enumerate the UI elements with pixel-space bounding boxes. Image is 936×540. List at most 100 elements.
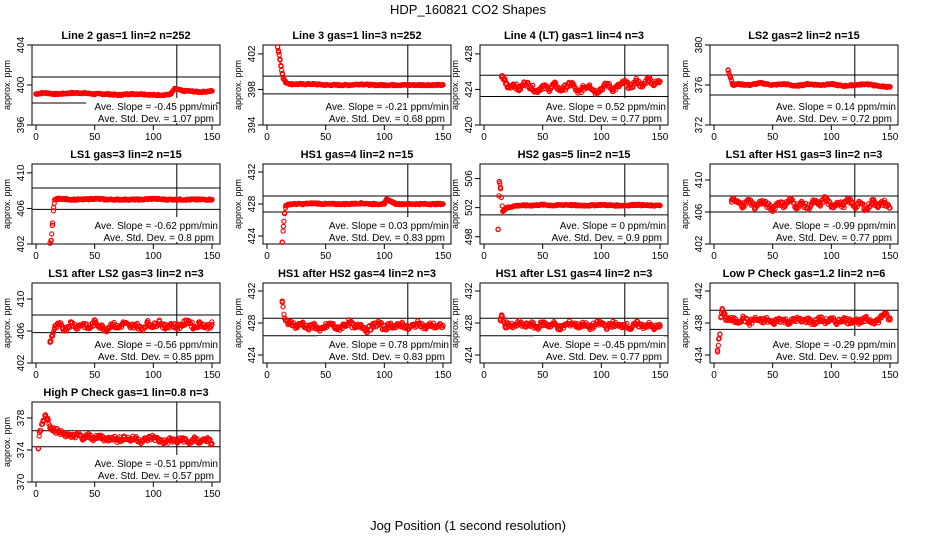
std-dev-annotation: Ave. Std. Dev. = 0.77 ppm xyxy=(546,352,662,363)
chart-panel: High P Check gas=1 lin=0.8 n=3 0 50 100 150 3… xyxy=(2,387,221,500)
x-tick-label: 0 xyxy=(264,251,270,262)
data-point xyxy=(502,76,508,82)
data-point xyxy=(280,304,286,310)
y-axis-label: approx. ppm xyxy=(680,60,690,110)
x-tick-label: 150 xyxy=(435,132,452,143)
data-point xyxy=(439,81,446,88)
std-dev-annotation: Ave. Std. Dev. = 0.83 ppm xyxy=(329,233,445,244)
chart-panel: Line 2 gas=1 lin=2 n=252 0 50 100 150 396 400 4… xyxy=(2,30,221,143)
chart-panel: Line 4 (LT) gas=1 lin=4 n=3 0 50 100 150 420 4… xyxy=(450,30,669,143)
data-point xyxy=(875,204,881,211)
x-tick-label: 0 xyxy=(33,251,39,262)
x-tick-label: 100 xyxy=(593,132,610,143)
data-point xyxy=(209,88,215,94)
chart-panel: HS1 after LS1 gas=4 lin=2 n=3 0 50 100 150 42… xyxy=(450,268,669,381)
data-point xyxy=(49,231,55,237)
panel-title: Line 2 gas=1 lin=2 n=252 xyxy=(61,30,190,42)
x-tick-label: 50 xyxy=(89,251,101,262)
y-tick-label: 370 xyxy=(16,473,27,490)
plot-frame xyxy=(479,44,669,126)
y-tick-label: 406 xyxy=(16,322,27,339)
data-point xyxy=(35,446,41,452)
x-tick-label: 50 xyxy=(537,370,549,381)
data-point xyxy=(497,186,504,192)
x-tick-label: 0 xyxy=(711,132,717,143)
stats-backdrop xyxy=(317,336,447,361)
data-point xyxy=(118,324,125,330)
data-point xyxy=(278,62,284,69)
y-tick-label: 438 xyxy=(694,314,705,331)
panel-title: HS2 gas=5 lin=2 n=15 xyxy=(518,149,631,161)
data-point xyxy=(38,428,44,434)
y-tick-label: 502 xyxy=(464,199,475,216)
std-dev-annotation: Ave. Std. Dev. = 0.57 ppm xyxy=(98,471,214,482)
slope-annotation: Ave. Slope = -0.21 ppm/min xyxy=(326,102,450,113)
data-point xyxy=(50,208,57,214)
y-tick-label: 376 xyxy=(694,76,705,93)
x-tick-label: 0 xyxy=(33,132,39,143)
data-point xyxy=(571,81,577,88)
y-tick-label: 402 xyxy=(694,235,705,252)
y-tick-label: 420 xyxy=(464,116,475,133)
y-tick-label: 442 xyxy=(694,282,705,299)
x-tick-label: 150 xyxy=(204,370,221,381)
data-point xyxy=(280,223,287,230)
x-tick-label: 0 xyxy=(264,132,270,143)
y-tick-label: 424 xyxy=(464,346,475,363)
x-tick-label: 50 xyxy=(767,370,779,381)
data-point xyxy=(887,315,893,321)
slope-annotation: Ave. Slope = 0.03 ppm/min xyxy=(329,221,449,232)
x-tick-label: 50 xyxy=(89,489,101,500)
x-tick-label: 100 xyxy=(823,251,840,262)
slope-annotation: Ave. Slope = 0 ppm/min xyxy=(560,221,666,232)
y-tick-label: 410 xyxy=(16,164,27,181)
y-tick-label: 428 xyxy=(247,195,258,212)
panel-title: LS1 gas=3 lin=2 n=15 xyxy=(70,149,182,161)
data-point xyxy=(727,72,733,79)
data-point xyxy=(495,226,501,232)
slope-annotation: Ave. Slope = -0.45 ppm/min xyxy=(543,340,667,351)
slope-annotation: Ave. Slope = -0.56 ppm/min xyxy=(95,340,219,351)
data-point xyxy=(49,220,56,226)
panel-title: HS1 gas=4 lin=2 n=15 xyxy=(301,149,414,161)
panel-title: LS1 after LS2 gas=3 lin=2 n=3 xyxy=(48,268,204,280)
x-tick-label: 0 xyxy=(264,370,270,381)
x-tick-label: 100 xyxy=(145,132,162,143)
y-tick-label: 432 xyxy=(464,282,475,299)
y-tick-label: 406 xyxy=(16,200,27,217)
data-point xyxy=(48,338,54,345)
y-axis-label: approx. ppm xyxy=(680,179,690,229)
x-tick-label: 100 xyxy=(376,132,393,143)
data-point xyxy=(497,180,503,186)
chart-panel: HS1 after HS2 gas=4 lin=2 n=3 0 50 100 150 42… xyxy=(233,268,452,381)
y-tick-label: 424 xyxy=(464,81,475,98)
data-point xyxy=(399,319,405,325)
y-tick-label: 432 xyxy=(247,163,258,180)
y-axis-label: approx. ppm xyxy=(2,60,12,110)
data-point xyxy=(282,210,288,216)
data-point xyxy=(277,57,283,63)
data-point xyxy=(439,201,446,207)
x-tick-label: 50 xyxy=(767,132,779,143)
data-point xyxy=(48,238,54,244)
stats-backdrop xyxy=(764,217,894,242)
plot-frame xyxy=(709,163,899,245)
data-point xyxy=(63,328,70,334)
panel-title: LS1 after HS1 gas=3 lin=2 n=3 xyxy=(726,149,883,161)
stats-backdrop xyxy=(317,217,447,242)
std-dev-annotation: Ave. Std. Dev. = 0.9 ppm xyxy=(551,233,662,244)
data-point xyxy=(50,329,57,336)
stats-backdrop xyxy=(534,336,664,361)
slope-annotation: Ave. Slope = 0.14 ppm/min xyxy=(776,102,896,113)
data-point xyxy=(656,324,662,330)
y-tick-label: 402 xyxy=(16,235,27,252)
x-tick-label: 150 xyxy=(882,251,899,262)
data-point xyxy=(728,77,735,83)
stats-backdrop xyxy=(317,98,447,123)
data-point xyxy=(782,203,788,210)
data-point xyxy=(717,331,723,337)
y-tick-label: 428 xyxy=(464,314,475,331)
std-dev-annotation: Ave. Std. Dev. = 0.77 ppm xyxy=(776,233,892,244)
plot-frame xyxy=(31,163,221,245)
